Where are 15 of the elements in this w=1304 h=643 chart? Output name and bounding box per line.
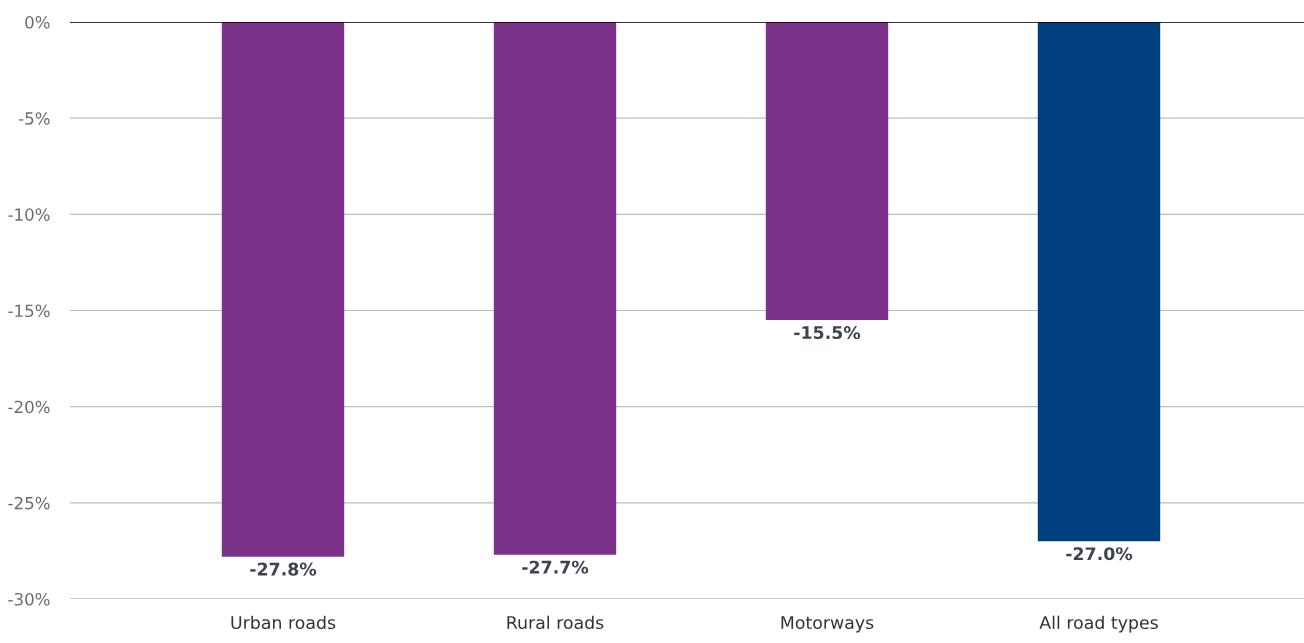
y-tick-label: -15% — [8, 304, 50, 318]
x-tick-label: Motorways — [781, 616, 874, 633]
data-label: -27.8% — [250, 562, 317, 576]
y-tick-label: -30% — [8, 592, 50, 606]
x-tick-label: Rural roads — [507, 615, 604, 630]
y-tick-label: -25% — [8, 496, 50, 510]
x-tick-label: All road types — [1039, 615, 1158, 633]
y-tick-label: -20% — [8, 400, 50, 414]
data-label: -27.0% — [1066, 547, 1133, 561]
y-tick-label: 0% — [25, 15, 50, 29]
x-tick-label: Urban roads — [231, 615, 336, 630]
data-label: -27.7% — [522, 560, 589, 574]
data-label: -15.5% — [794, 325, 861, 340]
y-tick-label: -5% — [18, 112, 50, 125]
y-tick-label: -10% — [8, 208, 50, 221]
